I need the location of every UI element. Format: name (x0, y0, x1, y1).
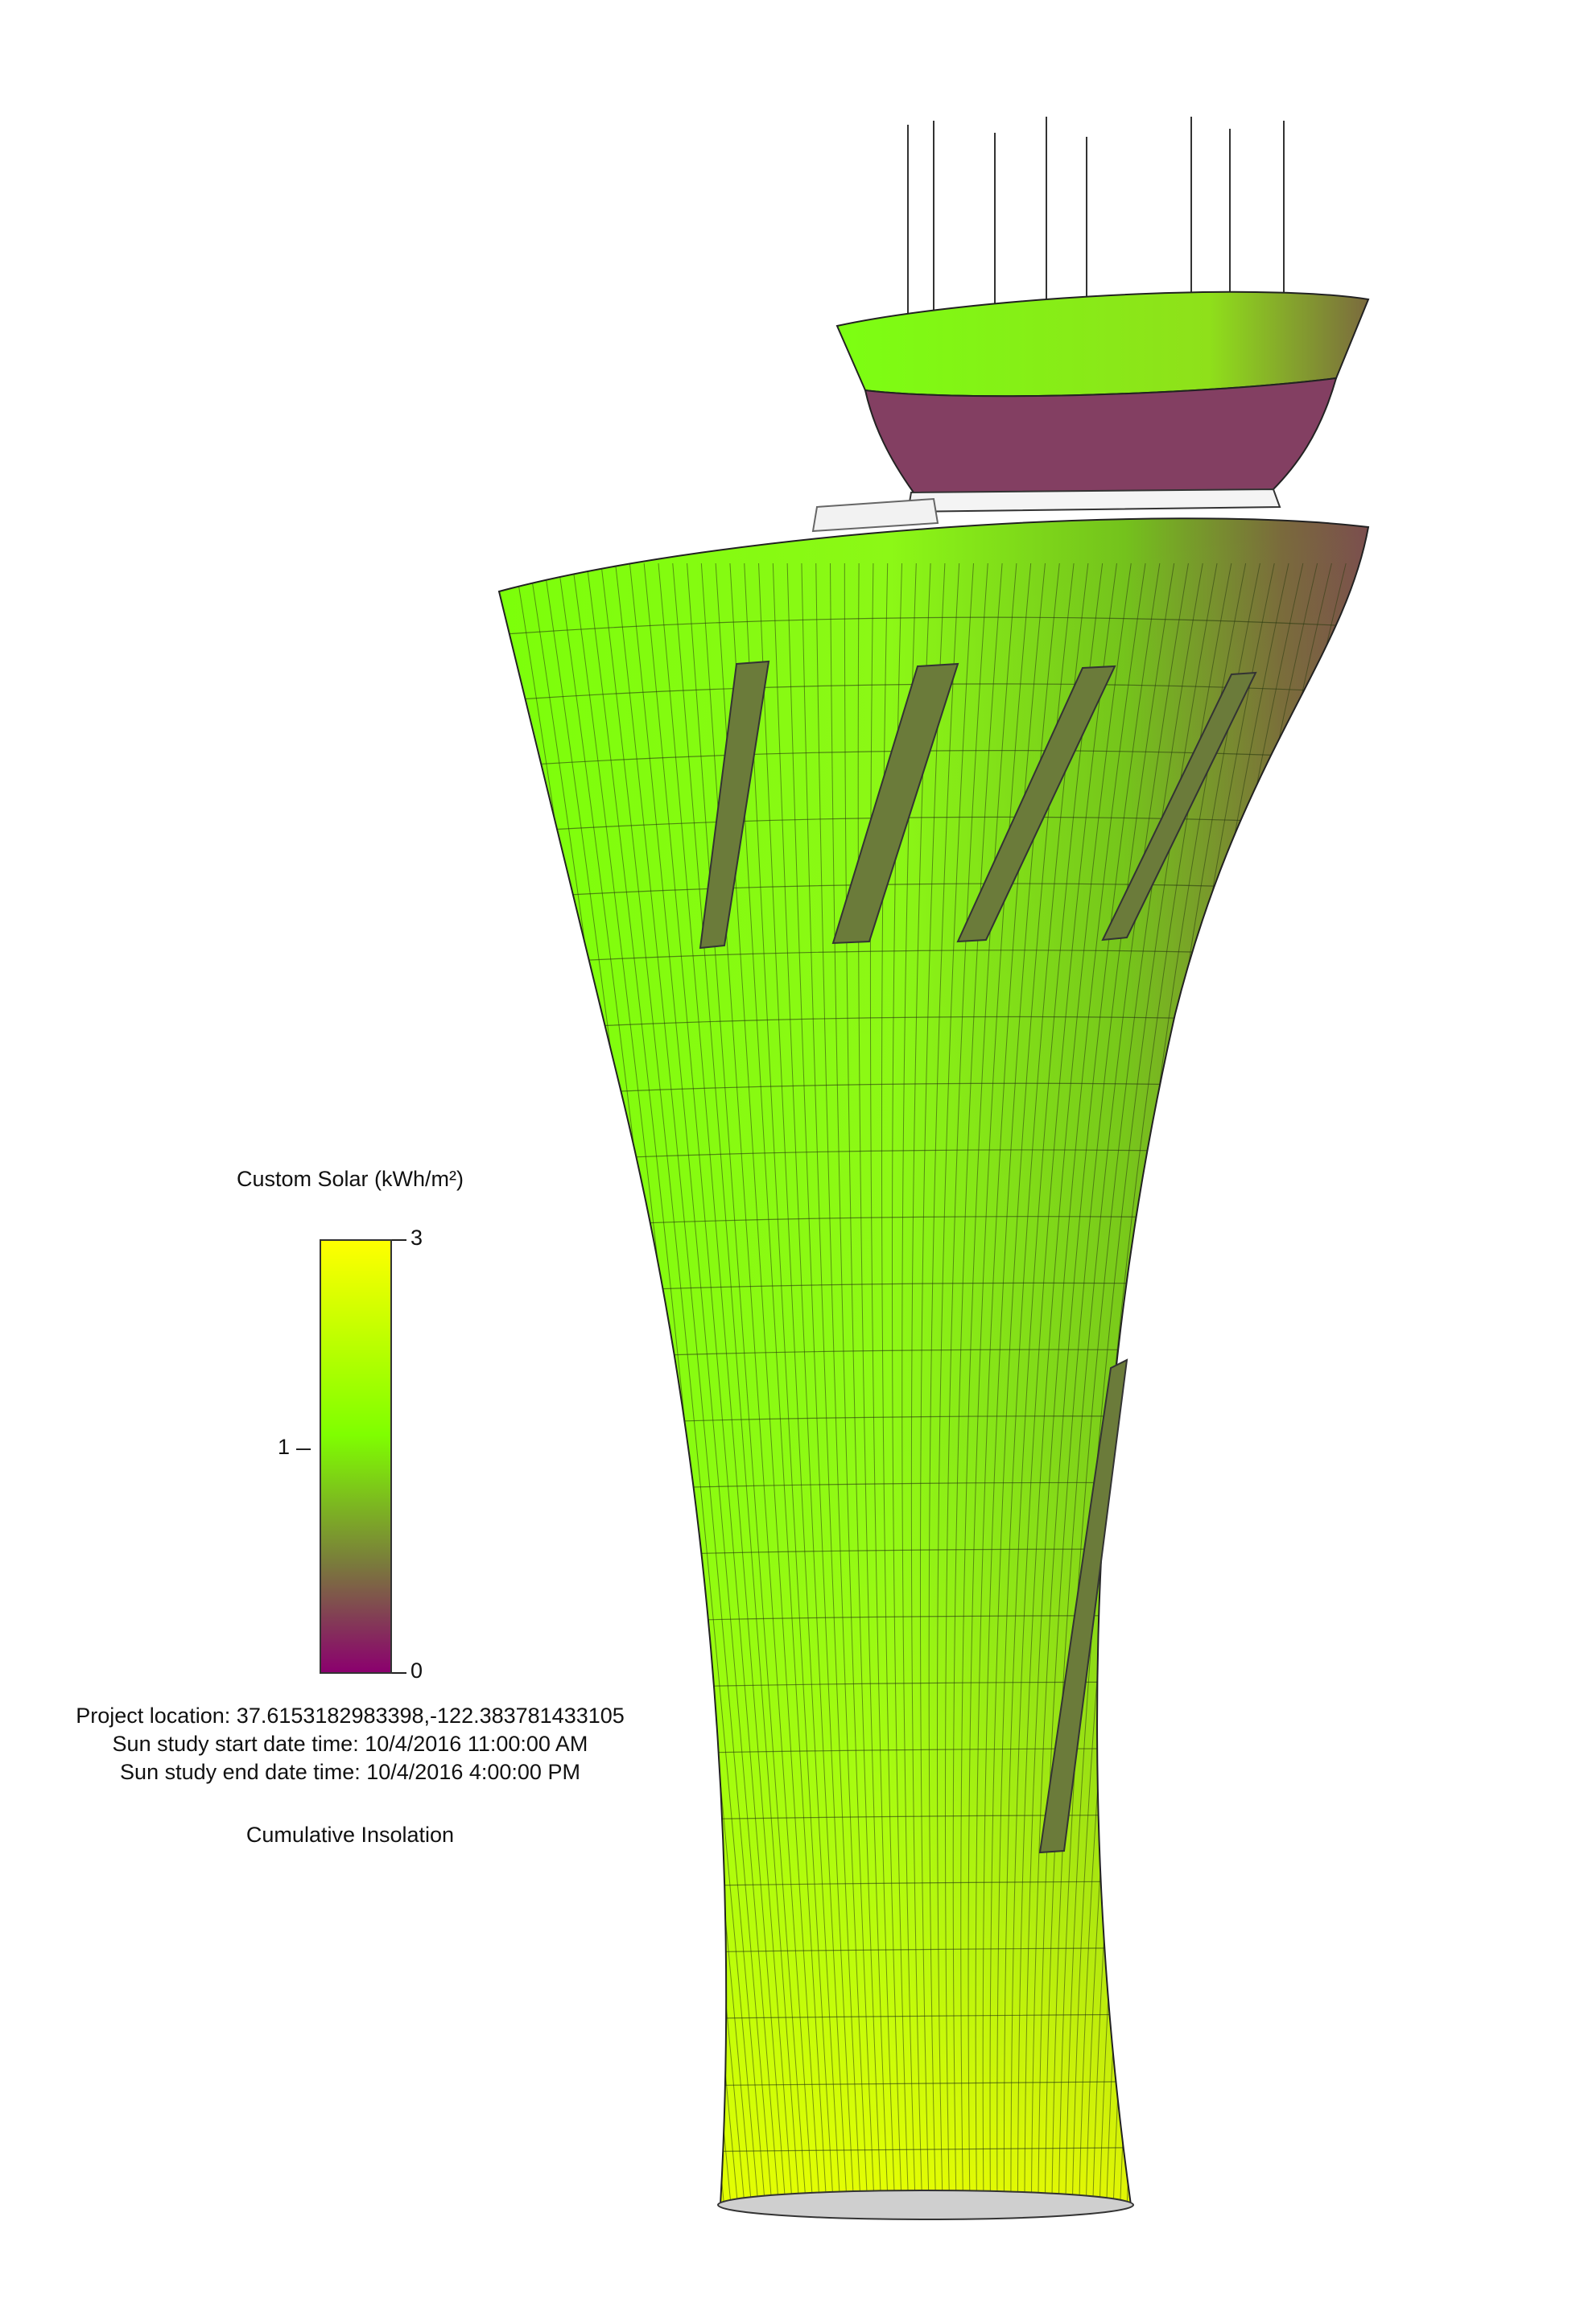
legend-tick-1: 1 (278, 1435, 291, 1459)
cab-roof (835, 290, 1370, 398)
legend-tick-mark-3 (392, 1239, 406, 1241)
legend-color-bar (320, 1239, 392, 1674)
legend-tick-0: 0 (411, 1659, 423, 1683)
legend-tick-mark-1 (296, 1448, 311, 1450)
legend-tick-mark-0 (392, 1672, 406, 1674)
legend-tick-3: 3 (411, 1226, 423, 1250)
legend-title: Custom Solar (kWh/m²) (236, 1167, 464, 1191)
project-location: Project location: 37.6153182983398,-122.… (76, 1704, 625, 1728)
study-end: Sun study end date time: 10/4/2016 4:00:… (120, 1760, 580, 1784)
tower-base (717, 2190, 1134, 2220)
tower-slots (699, 660, 1257, 1854)
study-start: Sun study start date time: 10/4/2016 11:… (112, 1732, 588, 1756)
antenna-group (907, 117, 1285, 318)
analysis-type: Cumulative Insolation (245, 1823, 455, 1847)
cab-glazing (864, 377, 1338, 494)
study-info: Project location: 37.6153182983398,-122.… (16, 1702, 684, 1786)
